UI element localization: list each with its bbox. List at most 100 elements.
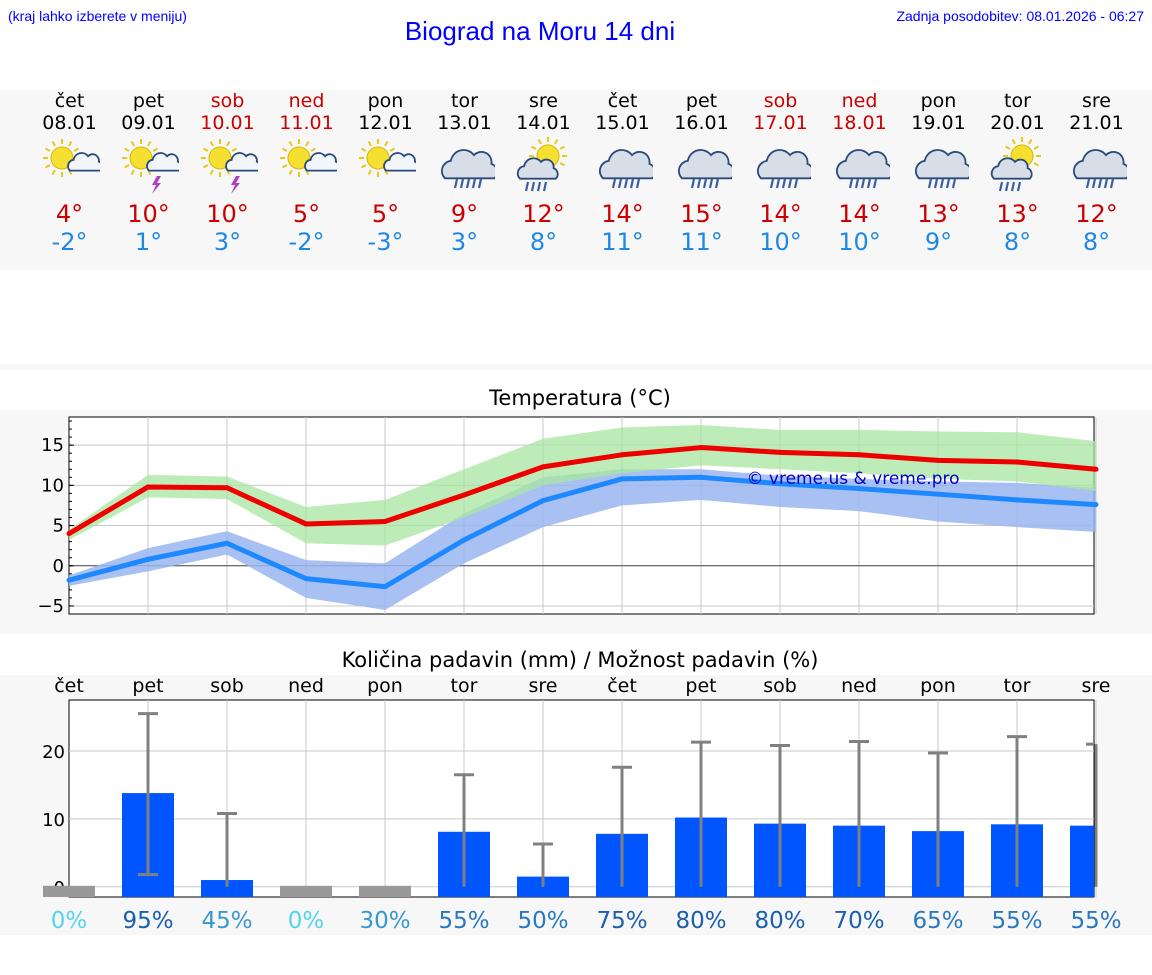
sun-ray bbox=[202, 164, 208, 169]
precip-probability: 80% bbox=[675, 908, 726, 934]
rain-cloud-icon bbox=[677, 149, 732, 189]
sun-ray bbox=[51, 141, 56, 147]
temp-min: 10° bbox=[759, 228, 802, 256]
day-column: pon 12.01 5° -3° bbox=[346, 90, 425, 256]
temp-min: 10° bbox=[838, 228, 881, 256]
raindrop bbox=[477, 178, 482, 189]
sun-ray bbox=[209, 141, 214, 147]
temp-max: 4° bbox=[55, 200, 84, 228]
precip-bar bbox=[280, 885, 332, 897]
min-temp-range bbox=[69, 469, 1096, 610]
day-label: čet bbox=[607, 675, 637, 697]
sun-ray bbox=[130, 169, 135, 175]
sun bbox=[366, 146, 389, 170]
rain-cloud-icon bbox=[1072, 149, 1127, 189]
temp-point bbox=[461, 492, 467, 498]
temperature-chart-title: Temperatura (°C) bbox=[489, 386, 671, 410]
day-column: tor 13.01 9° 3° bbox=[425, 90, 504, 256]
min-temp-line bbox=[68, 474, 1097, 590]
cloud bbox=[835, 149, 890, 180]
temp-max: 14° bbox=[601, 200, 644, 228]
raindrop bbox=[933, 178, 938, 189]
partly-sunny-icon bbox=[279, 139, 337, 177]
precipitation-chart-title: Količina padavin (mm) / Možnost padavin … bbox=[341, 648, 819, 672]
watermark: © vreme.us & vreme.pro bbox=[746, 469, 959, 489]
day-date: 13.01 bbox=[437, 112, 492, 134]
sun-ray bbox=[1027, 139, 1032, 145]
day-date: 17.01 bbox=[753, 112, 808, 134]
sun-ray bbox=[559, 162, 565, 167]
temp-point bbox=[382, 519, 388, 525]
raindrop bbox=[530, 181, 535, 192]
day-label: sob bbox=[210, 675, 244, 697]
sun bbox=[208, 146, 231, 170]
raindrop bbox=[690, 178, 695, 189]
precip-probability: 55% bbox=[438, 908, 489, 934]
raindrop bbox=[769, 178, 774, 189]
temp-point bbox=[66, 577, 72, 583]
sun-ray bbox=[44, 164, 50, 169]
precip-probability: 95% bbox=[122, 908, 173, 934]
page-title: Biograd na Moru 14 dni bbox=[404, 16, 676, 46]
sun-ray bbox=[130, 141, 135, 147]
sun-ray bbox=[304, 141, 309, 147]
y-tick-label: 10 bbox=[41, 475, 64, 496]
max-temp-line bbox=[67, 445, 1097, 536]
location-hint: (kraj lahko izberete v meniju) bbox=[8, 8, 187, 24]
separator bbox=[0, 364, 1152, 370]
day-date: 19.01 bbox=[911, 112, 966, 134]
cloud bbox=[1072, 149, 1127, 180]
temp-point bbox=[224, 540, 230, 546]
day-date: 10.01 bbox=[200, 112, 255, 134]
sun-ray bbox=[360, 147, 366, 152]
precip-probability: 65% bbox=[912, 908, 963, 934]
temp-point bbox=[382, 584, 388, 590]
temp-max: 9° bbox=[450, 200, 479, 228]
sun-ray bbox=[44, 147, 50, 152]
day-column: pet 16.01 15° 11° bbox=[662, 90, 741, 256]
y-tick-label: 0 bbox=[53, 556, 64, 577]
sun-ray bbox=[530, 145, 536, 150]
raindrop bbox=[708, 178, 713, 189]
raindrop bbox=[866, 178, 871, 189]
precip-bar bbox=[201, 880, 253, 897]
temp-point bbox=[1014, 497, 1020, 503]
temp-max: 14° bbox=[838, 200, 881, 228]
sun bbox=[129, 146, 152, 170]
raindrop bbox=[793, 178, 798, 189]
temp-min: -3° bbox=[367, 228, 404, 256]
day-column: pet 09.01 10° 1° bbox=[109, 90, 188, 256]
last-updated: Zadnja posodobitev: 08.01.2026 - 06:27 bbox=[896, 8, 1144, 24]
day-name: pon bbox=[367, 90, 404, 112]
day-label: sob bbox=[763, 675, 797, 697]
sun-ray bbox=[152, 147, 158, 152]
temp-point bbox=[619, 476, 625, 482]
sun-ray bbox=[202, 147, 208, 152]
sun-ray bbox=[146, 141, 151, 147]
raindrop bbox=[696, 178, 701, 189]
day-column: pon 19.01 13° 9° bbox=[899, 90, 978, 256]
raindrop bbox=[1091, 178, 1096, 189]
raindrop bbox=[787, 178, 792, 189]
sun-ray bbox=[288, 141, 293, 147]
temp-point bbox=[698, 474, 704, 480]
temp-point bbox=[935, 457, 941, 463]
day-column: sob 10.01 10° 3° bbox=[188, 90, 267, 256]
sun-ray bbox=[1033, 162, 1039, 167]
day-date: 18.01 bbox=[832, 112, 887, 134]
day-label: sre bbox=[529, 675, 558, 697]
raindrop bbox=[623, 178, 628, 189]
day-date: 21.01 bbox=[1069, 112, 1124, 134]
temp-max: 10° bbox=[206, 200, 249, 228]
lightning bbox=[151, 176, 161, 194]
rain-cloud-icon bbox=[914, 149, 969, 189]
day-date: 09.01 bbox=[121, 112, 176, 134]
sun-ray bbox=[559, 145, 565, 150]
temp-max: 13° bbox=[996, 200, 1039, 228]
precip-probability: 50% bbox=[517, 908, 568, 934]
raindrop bbox=[1010, 181, 1015, 192]
temp-max: 12° bbox=[1075, 200, 1118, 228]
raindrop bbox=[629, 178, 634, 189]
precip-probability: 30% bbox=[359, 908, 410, 934]
day-column: čet 15.01 14° 11° bbox=[583, 90, 662, 256]
